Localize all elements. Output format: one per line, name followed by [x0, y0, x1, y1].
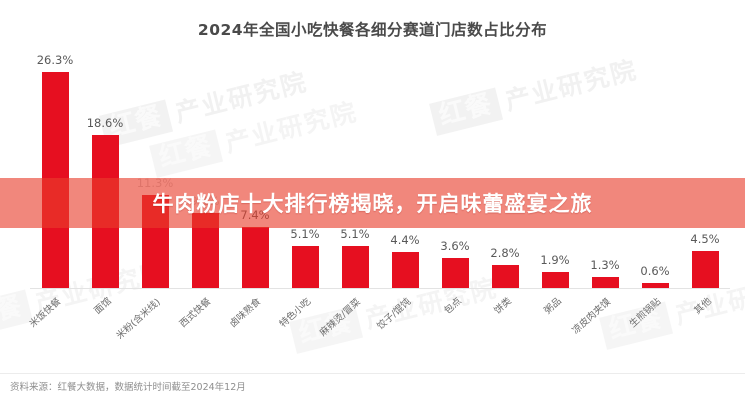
bar-value-label: 2.8%	[490, 246, 520, 260]
bar-rect[interactable]	[591, 277, 619, 288]
bar-item[interactable]: 11.3%	[130, 58, 180, 288]
bar-rect[interactable]	[441, 258, 469, 288]
bar-value-label: 5.1%	[340, 227, 370, 241]
bar-rect[interactable]	[691, 251, 719, 288]
footer-divider	[0, 373, 745, 374]
bar-chart-plot: 26.3% 18.6% 11.3%9.1%7.4% 5.1% 5.1% 4.4% 3.6% 2…	[30, 53, 730, 289]
bar-item[interactable]: 4.5%	[680, 58, 730, 288]
bar-item[interactable]: 2.8%	[480, 58, 530, 288]
bar-item[interactable]: 4.4%	[380, 58, 430, 288]
x-label-slot: 包点	[430, 289, 480, 364]
bar-rect[interactable]	[391, 252, 419, 288]
bar-value-label: 26.3%	[36, 53, 74, 67]
bar-rect[interactable]	[541, 272, 569, 288]
bar-item[interactable]: 7.4%	[230, 58, 280, 288]
x-axis-line	[30, 288, 730, 289]
bar-item[interactable]: 0.6%	[630, 58, 680, 288]
x-axis-label: 卤味熟食	[227, 296, 264, 330]
bar-item[interactable]: 5.1%	[330, 58, 380, 288]
x-label-slot: 生煎锅贴	[628, 289, 680, 364]
bar-value-label: 0.6%	[640, 264, 670, 278]
bar-item[interactable]: 5.1%	[280, 58, 330, 288]
x-label-slot: 卤味熟食	[228, 289, 280, 364]
bar-item[interactable]: 1.9%	[530, 58, 580, 288]
x-label-slot: 其他	[680, 289, 730, 364]
bar-item[interactable]: 9.1%	[180, 58, 230, 288]
bar-value-label: 1.9%	[540, 253, 570, 267]
x-label-slot: 麻辣烫/冒菜	[318, 289, 380, 364]
source-note: 资料来源：红餐大数据，数据统计时间截至2024年12月	[10, 382, 246, 393]
bar-value-label: 4.4%	[390, 233, 420, 247]
x-axis-label: 其他	[692, 295, 714, 317]
bar-rect[interactable]	[291, 246, 319, 288]
bar-value-label: 1.3%	[590, 258, 620, 272]
headline-overlay-band	[0, 178, 745, 228]
bar-value-label: 5.1%	[290, 227, 320, 241]
x-label-slot: 凉皮肉夹馍	[570, 289, 630, 364]
bar-value-label: 3.6%	[440, 239, 470, 253]
x-label-slot: 饺子/馄饨	[375, 289, 430, 364]
x-label-slot: 米粉(含米线)	[115, 289, 180, 364]
bar-value-label: 4.5%	[690, 232, 720, 246]
x-axis-label: 包点	[442, 295, 464, 317]
bar-item[interactable]: 1.3%	[580, 58, 630, 288]
x-axis-label: 生煎锅贴	[627, 296, 664, 330]
x-label-slot: 西式快餐	[178, 289, 230, 364]
bar-item[interactable]: 26.3%	[30, 53, 80, 288]
bar-item[interactable]: 18.6%	[80, 58, 130, 288]
bar-value-label: 18.6%	[86, 116, 124, 130]
bar-rect[interactable]	[491, 265, 519, 288]
bar-series: 26.3% 18.6% 11.3%9.1%7.4% 5.1% 5.1% 4.4% 3.6% 2…	[30, 53, 730, 288]
x-axis-label: 粥品	[542, 295, 564, 317]
x-label-slot: 米饭快餐	[28, 289, 80, 364]
watermark-badge: 红餐	[0, 289, 34, 339]
headline-overlay-text: 牛肉粉店十大排行榜揭晓，开启味蕾盛宴之旅	[152, 192, 593, 216]
chart-title: 2024年全国小吃快餐各细分赛道门店数占比分布	[197, 21, 548, 39]
x-axis-label: 特色小吃	[277, 296, 314, 330]
x-axis-label: 饺子/馄饨	[375, 296, 414, 333]
x-axis-label: 面馆	[92, 295, 114, 317]
bar-rect[interactable]	[641, 283, 669, 288]
x-axis-label: 西式快餐	[177, 296, 214, 330]
bar-rect[interactable]	[341, 246, 369, 288]
bar-rect[interactable]	[241, 227, 269, 288]
x-axis-label: 饼类	[492, 295, 514, 317]
bar-item[interactable]: 3.6%	[430, 58, 480, 288]
x-axis-labels: 米饭快餐 面馆 米粉(含米线) 西式快餐 卤味熟食 特色小吃 麻辣烫/冒菜 饺子/馄饨 包点 饼类…	[28, 289, 730, 364]
x-axis-label: 米饭快餐	[27, 296, 64, 330]
x-label-slot: 饼类	[480, 289, 530, 364]
